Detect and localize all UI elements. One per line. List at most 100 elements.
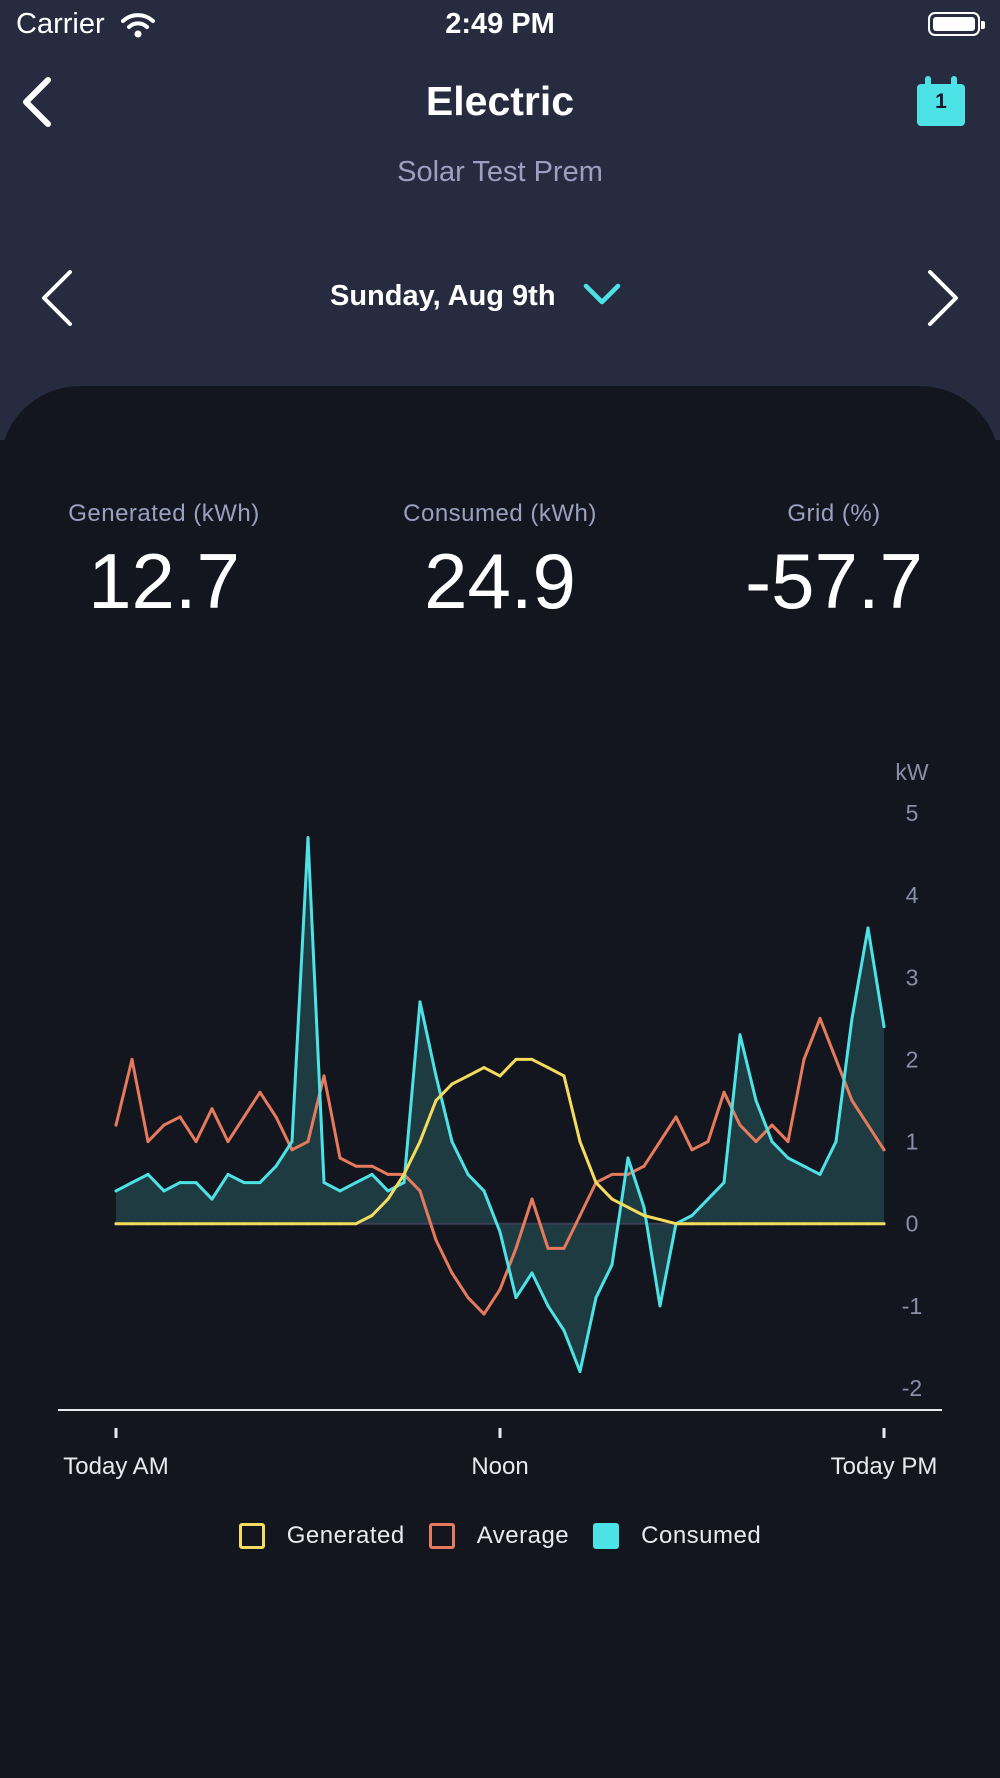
data-point-generated (242, 1222, 246, 1226)
y-tick-label: 2 (906, 1046, 919, 1072)
data-point-generated (610, 1197, 614, 1201)
data-point-generated (258, 1222, 262, 1226)
usage-chart: kW 5 4 3 2 1 0 -1 -2 Today AM Noon Today PM (58, 759, 942, 1480)
data-point-generated (418, 1140, 422, 1144)
data-point-consumed (786, 1156, 790, 1160)
data-point-average (354, 1164, 358, 1168)
data-point-generated (658, 1218, 662, 1222)
data-point-average (578, 1214, 582, 1217)
legend-swatch-generated (238, 1523, 265, 1549)
data-point-generated (642, 1214, 646, 1217)
data-point-consumed (114, 1189, 118, 1193)
calendar-badge: 1 (935, 90, 947, 113)
data-point-average (466, 1296, 470, 1300)
data-point-average (242, 1115, 246, 1119)
stat-value: 24.9 (424, 537, 576, 625)
data-point-consumed (642, 1205, 646, 1209)
data-point-generated (226, 1222, 230, 1226)
chevron-left-icon (42, 270, 72, 326)
stat-generated: Generated (kWh) 12.7 (14, 500, 314, 627)
data-point-average (546, 1246, 550, 1250)
data-point-generated (802, 1222, 806, 1226)
chevron-down-icon (582, 282, 622, 311)
data-point-consumed (370, 1172, 374, 1176)
data-point-consumed (594, 1296, 598, 1300)
data-point-generated (722, 1222, 726, 1226)
status-time: 2:49 PM (445, 8, 555, 40)
date-dropdown[interactable]: Sunday, Aug 9th (330, 280, 622, 324)
data-point-consumed (242, 1181, 246, 1185)
y-tick-label: 0 (906, 1211, 919, 1237)
legend-swatch-average (428, 1523, 455, 1549)
data-point-average (610, 1172, 614, 1176)
data-point-consumed (162, 1189, 166, 1193)
data-point-average (370, 1164, 374, 1168)
back-button[interactable] (18, 74, 58, 130)
data-point-consumed (194, 1181, 198, 1185)
data-point-average (338, 1156, 342, 1160)
previous-day-button[interactable] (38, 268, 78, 328)
data-point-generated (738, 1222, 742, 1226)
stat-value: 12.7 (88, 537, 240, 625)
stat-label: Grid (%) (787, 500, 881, 527)
data-point-consumed (130, 1181, 134, 1185)
legend-item-average: Average (428, 1522, 569, 1550)
data-point-generated (386, 1197, 390, 1201)
legend-item-generated: Generated (238, 1522, 405, 1550)
data-point-generated (162, 1222, 166, 1226)
carrier-label: Carrier (16, 8, 105, 40)
data-point-generated (754, 1222, 758, 1226)
data-point-consumed (882, 1025, 886, 1029)
page-title: Electric (425, 78, 575, 124)
data-point-consumed (418, 1000, 422, 1004)
data-point-consumed (354, 1181, 358, 1185)
data-point-generated (482, 1066, 486, 1070)
data-point-generated (402, 1172, 406, 1176)
data-point-generated (546, 1066, 550, 1070)
data-point-average (290, 1148, 294, 1152)
data-point-generated (882, 1222, 886, 1226)
data-point-consumed (690, 1214, 694, 1217)
data-point-consumed (226, 1172, 230, 1176)
data-point-generated (594, 1181, 598, 1185)
data-point-average (450, 1271, 454, 1275)
data-point-consumed (770, 1140, 774, 1144)
data-point-generated (322, 1222, 326, 1226)
data-point-generated (354, 1222, 358, 1226)
data-point-consumed (210, 1197, 214, 1201)
data-point-average (210, 1107, 214, 1111)
data-point-generated (450, 1082, 454, 1086)
data-point-generated (434, 1099, 438, 1102)
data-point-average (754, 1140, 758, 1144)
calendar-button[interactable]: 1 (917, 76, 965, 126)
data-point-consumed (754, 1099, 758, 1102)
data-point-consumed (386, 1189, 390, 1193)
data-point-average (386, 1172, 390, 1176)
data-point-generated (338, 1222, 342, 1226)
data-point-average (690, 1148, 694, 1152)
data-point-average (178, 1115, 182, 1119)
data-point-generated (370, 1214, 374, 1217)
data-point-average (738, 1123, 742, 1127)
x-tick-label: Today PM (831, 1453, 938, 1480)
next-day-button[interactable] (922, 268, 962, 328)
battery-icon (928, 12, 985, 36)
stat-consumed: Consumed (kWh) 24.9 (350, 500, 650, 627)
status-bar: Carrier 2:49 PM (0, 0, 1000, 50)
data-point-average (530, 1197, 534, 1201)
data-point-consumed (402, 1181, 406, 1185)
data-point-generated (578, 1140, 582, 1144)
data-point-average (786, 1140, 790, 1144)
data-point-generated (114, 1222, 118, 1226)
usage-panel (0, 386, 1000, 1778)
data-point-average (498, 1287, 502, 1291)
data-point-consumed (338, 1189, 342, 1193)
data-point-consumed (530, 1271, 534, 1275)
data-point-generated (706, 1222, 710, 1226)
data-point-generated (626, 1205, 630, 1209)
y-tick-label: 3 (906, 964, 919, 990)
data-point-average (130, 1057, 134, 1061)
data-point-generated (530, 1057, 534, 1061)
chevron-left-icon (23, 77, 51, 127)
chart-legend: Generated Average Consumed (0, 1522, 1000, 1550)
